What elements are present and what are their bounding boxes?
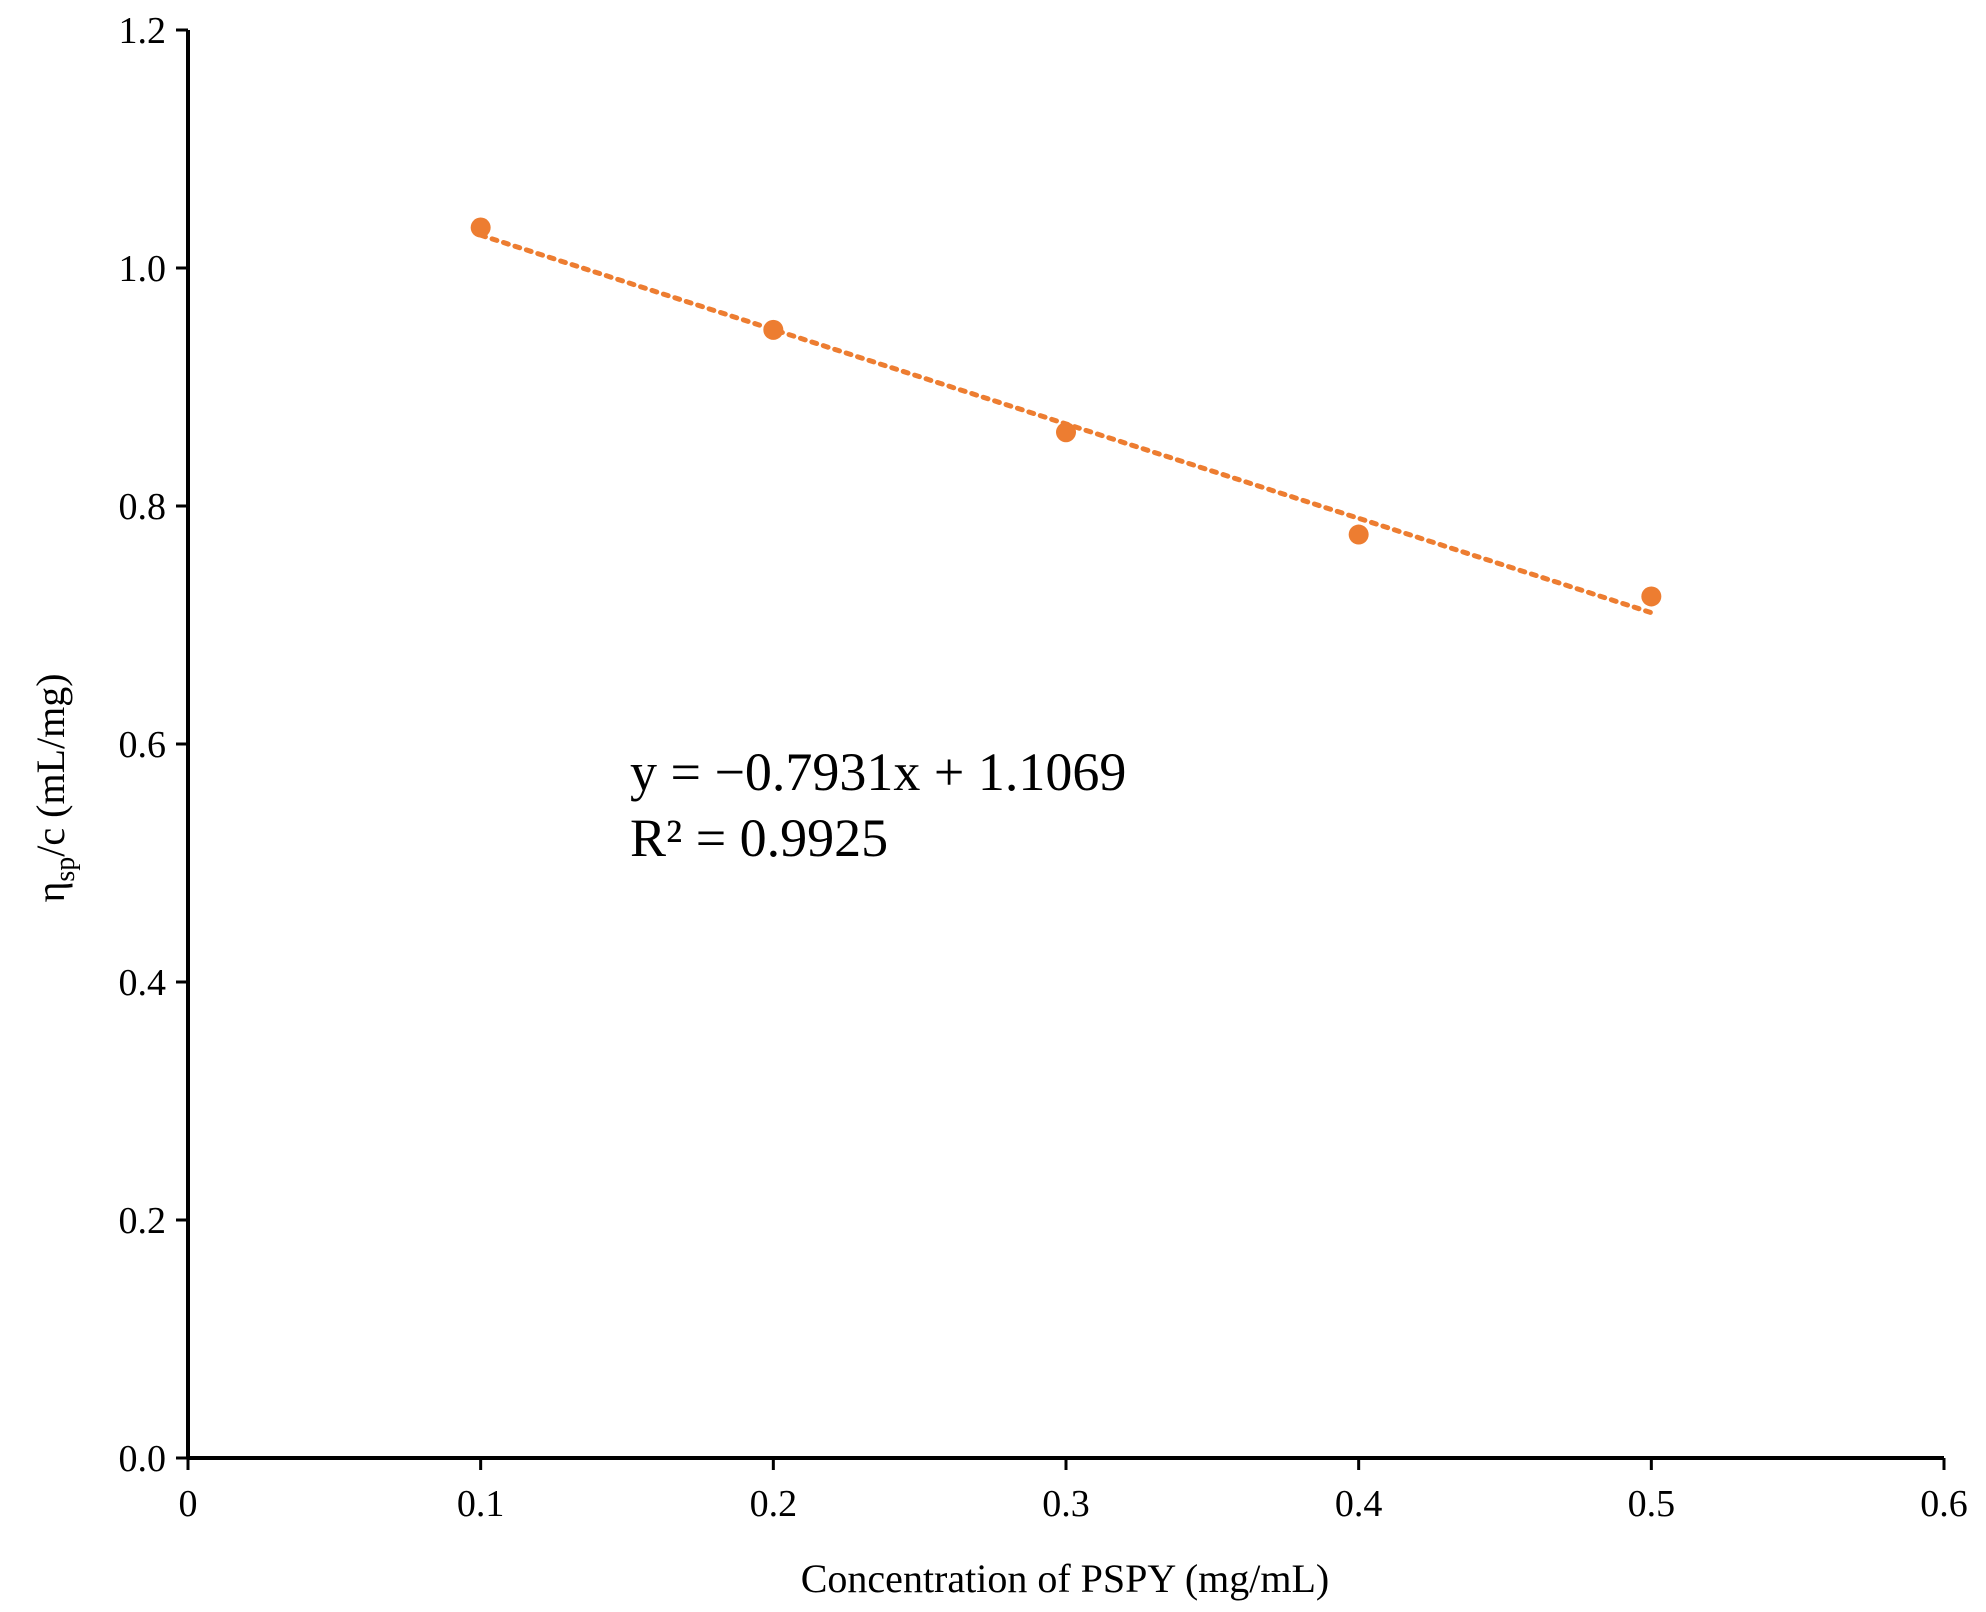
data-point	[1641, 586, 1662, 607]
y-tick-label: 1.0	[119, 248, 167, 290]
data-point	[763, 319, 784, 340]
x-tick-label: 0.6	[1920, 1483, 1968, 1525]
points-group	[470, 217, 1662, 607]
y-tick-label: 0.4	[119, 962, 167, 1004]
x-tick-label: 0	[179, 1483, 198, 1525]
y-axis-title: ηsp/c (mL/mg)	[28, 673, 81, 902]
y-axis-title-rest: /c (mL/mg)	[28, 673, 73, 856]
y-tick-label: 0.0	[119, 1438, 167, 1480]
y-tick-label: 1.2	[119, 10, 167, 52]
ticks: 0 0.1 0.2 0.3 0.4 0.5 0.6 0.0 0.2 0.4 0.6 0.8 1.0 1.2	[119, 10, 1968, 1525]
x-tick-label: 0.3	[1042, 1483, 1090, 1525]
y-axis-title-symbol: η	[28, 882, 73, 903]
x-axis-title: Concentration of PSPY (mg/mL)	[801, 1556, 1329, 1601]
y-tick-label: 0.8	[119, 486, 167, 528]
trendline-r-squared: R² = 0.9925	[630, 808, 888, 868]
data-point	[1348, 524, 1369, 545]
x-tick-label: 0.4	[1335, 1483, 1383, 1525]
x-tick-label: 0.5	[1628, 1483, 1676, 1525]
data-point	[1056, 422, 1076, 443]
y-axis-title-subscript: sp	[50, 857, 81, 882]
y-tick-label: 0.2	[119, 1200, 167, 1242]
x-tick-label: 0.2	[750, 1483, 798, 1525]
x-tick-label: 0.1	[457, 1483, 505, 1525]
y-tick-label: 0.6	[119, 724, 167, 766]
data-point	[470, 217, 491, 238]
trendline-equation: y = −0.7931x + 1.1069	[630, 742, 1126, 802]
